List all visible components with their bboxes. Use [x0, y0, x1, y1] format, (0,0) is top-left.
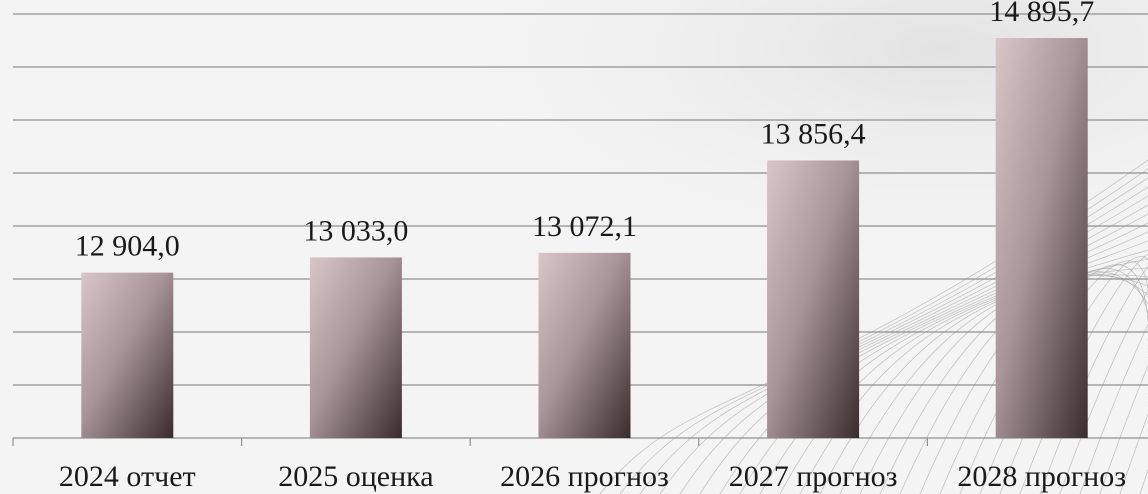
x-tick-label-2: 2025 оценка: [278, 460, 433, 493]
value-label-4: 13 856,4: [761, 117, 866, 150]
x-tick-labels: 2024 отчет 2025 оценка 2026 прогноз 2027 пр…: [59, 460, 1126, 493]
x-tick-label-1: 2024 отчет: [59, 460, 196, 493]
wave-line: [1059, 290, 1148, 494]
wave-line: [1099, 364, 1148, 494]
bar-4: [767, 160, 860, 438]
value-label-2: 13 033,0: [303, 214, 408, 247]
value-label-1: 12 904,0: [75, 230, 180, 263]
x-tick-label-4: 2027 прогноз: [729, 460, 898, 493]
wave-line: [1079, 323, 1148, 494]
bar-1: [81, 272, 174, 438]
wave-line: [839, 267, 1148, 494]
x-tick-label-3: 2026 прогноз: [500, 460, 669, 493]
bar-2: [309, 257, 402, 438]
x-tick-label-5: 2028 прогноз: [957, 460, 1126, 493]
value-label-3: 13 072,1: [532, 210, 637, 243]
value-label-5: 14 895,7: [989, 0, 1094, 28]
bar-3: [538, 252, 631, 438]
value-labels: 12 904,0 13 033,0 13 072,1 13 856,4 14 895,7: [75, 0, 1094, 263]
bars: [81, 38, 1088, 438]
bar-5: [995, 38, 1088, 438]
